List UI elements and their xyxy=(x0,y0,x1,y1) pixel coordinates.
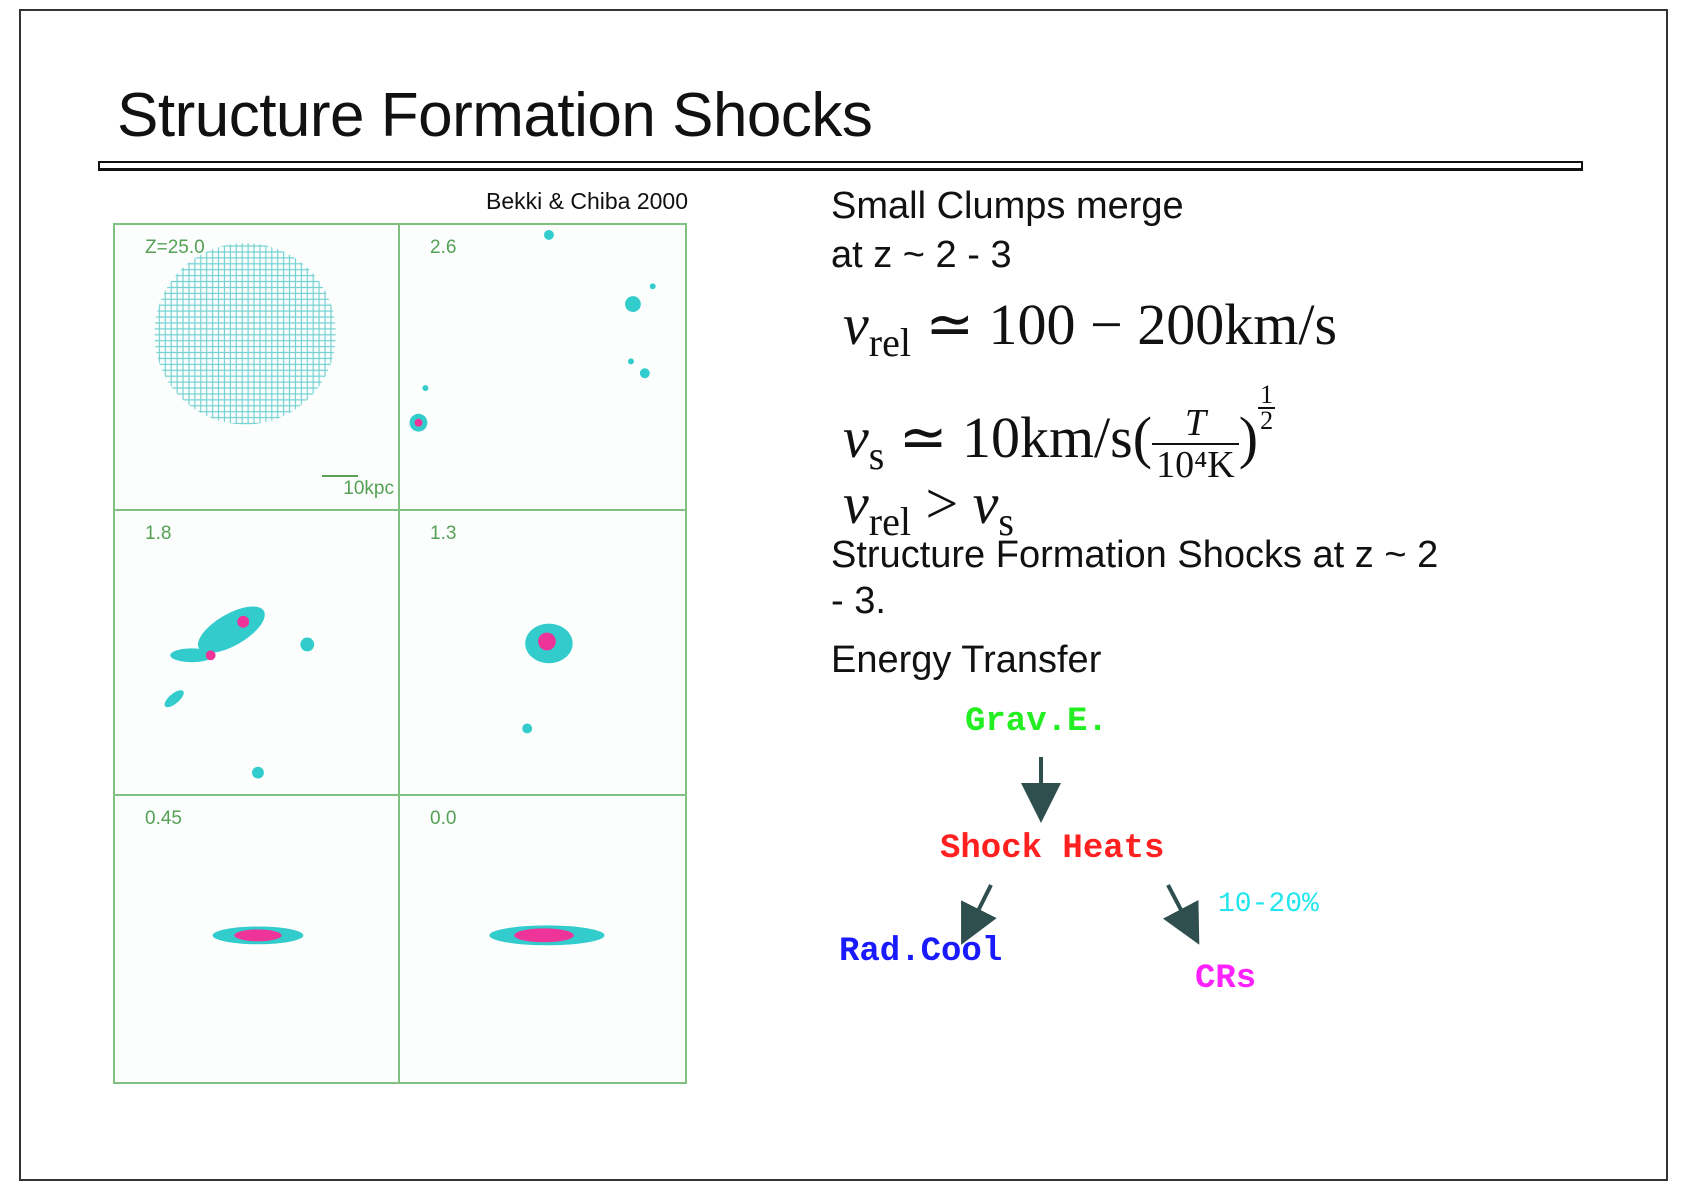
panel-label-redshift: 1.8 xyxy=(145,522,172,544)
disk-galaxy-image xyxy=(489,925,605,946)
bullet-energy-transfer: Energy Transfer xyxy=(831,639,1102,681)
eq3-var2: v xyxy=(972,471,999,536)
sim-panel-3: 1.8 xyxy=(115,510,400,797)
eq3-sub2: s xyxy=(998,499,1014,544)
flow-grav-energy: Grav.E. xyxy=(965,703,1108,741)
eq1-rhs: 100 − 200km/s xyxy=(988,292,1338,357)
eq2-var: v xyxy=(843,405,869,470)
panel-label-redshift: 2.6 xyxy=(430,237,457,258)
clumps-image xyxy=(409,229,656,432)
flow-rad-cool: Rad.Cool xyxy=(839,933,1003,971)
slide-title: Structure Formation Shocks xyxy=(117,81,873,150)
eq2-sub: s xyxy=(868,433,885,478)
title-rule xyxy=(98,161,1583,171)
panel-label-redshift: 0.0 xyxy=(430,808,457,830)
eq3-sub: rel xyxy=(868,499,911,544)
sim-panel-6: 0.0 xyxy=(400,796,685,1082)
eq1-var: v xyxy=(843,292,869,357)
equation-relative-velocity: vrel ≃ 100 − 200km/s xyxy=(843,290,1337,366)
panel-label-redshift: Z=25.0 xyxy=(145,237,205,258)
simulation-grid: Z=25.0 10kpc 2.6 xyxy=(113,223,687,1084)
bullet-clumps-line2: at z ~ 2 - 3 xyxy=(831,234,1012,276)
eq3-relation: > xyxy=(925,471,959,536)
figure-credit: Bekki & Chiba 2000 xyxy=(486,188,689,214)
eq2-close: ) xyxy=(1238,405,1259,470)
eq2-frac-num: T xyxy=(1152,403,1239,445)
panel-label-redshift: 1.3 xyxy=(430,522,457,544)
sphere-lattice-image xyxy=(154,243,336,425)
central-clump-image xyxy=(522,623,573,734)
eq2-fraction: T 10⁴K xyxy=(1152,403,1239,485)
eq2-frac-den: 10⁴K xyxy=(1156,443,1235,486)
sim-panel-2: 2.6 xyxy=(400,225,685,511)
eq1-relation: ≃ xyxy=(925,292,975,357)
equation-sound-speed: vs ≃ 10km/s(T 10⁴K) 1 2 xyxy=(843,380,1276,485)
sim-panel-4: 1.3 xyxy=(400,510,685,797)
flow-crs: CRs xyxy=(1195,960,1257,998)
eq2-rhs: 10km/s( xyxy=(961,405,1153,470)
eq2-exp-num: 1 xyxy=(1258,380,1276,409)
bullet-clumps-line1: Small Clumps merge xyxy=(831,185,1184,227)
panel-label-redshift: 0.45 xyxy=(145,808,182,830)
flow-fraction: 10-20% xyxy=(1218,889,1319,920)
equation-inequality: vrel > vs xyxy=(843,470,1014,545)
bullet-shocks-line1: Structure Formation Shocks at z ~ 2 xyxy=(831,534,1439,576)
scale-bar-line xyxy=(322,475,358,477)
disk-galaxy-image xyxy=(212,926,304,945)
sim-panel-5: 0.45 xyxy=(115,796,400,1082)
scale-bar-label: 10kpc xyxy=(343,478,394,499)
eq1-sub: rel xyxy=(868,320,911,365)
bullet-shocks-line2: - 3. xyxy=(831,580,886,622)
flow-shock-heats: Shock Heats xyxy=(940,830,1165,868)
merging-filament-image xyxy=(164,606,315,779)
eq3-var: v xyxy=(843,471,869,536)
eq2-exp-den: 2 xyxy=(1260,406,1274,435)
eq2-relation: ≃ xyxy=(898,405,948,470)
slide-frame xyxy=(19,9,1668,1181)
sim-panel-1: Z=25.0 10kpc xyxy=(115,225,400,511)
